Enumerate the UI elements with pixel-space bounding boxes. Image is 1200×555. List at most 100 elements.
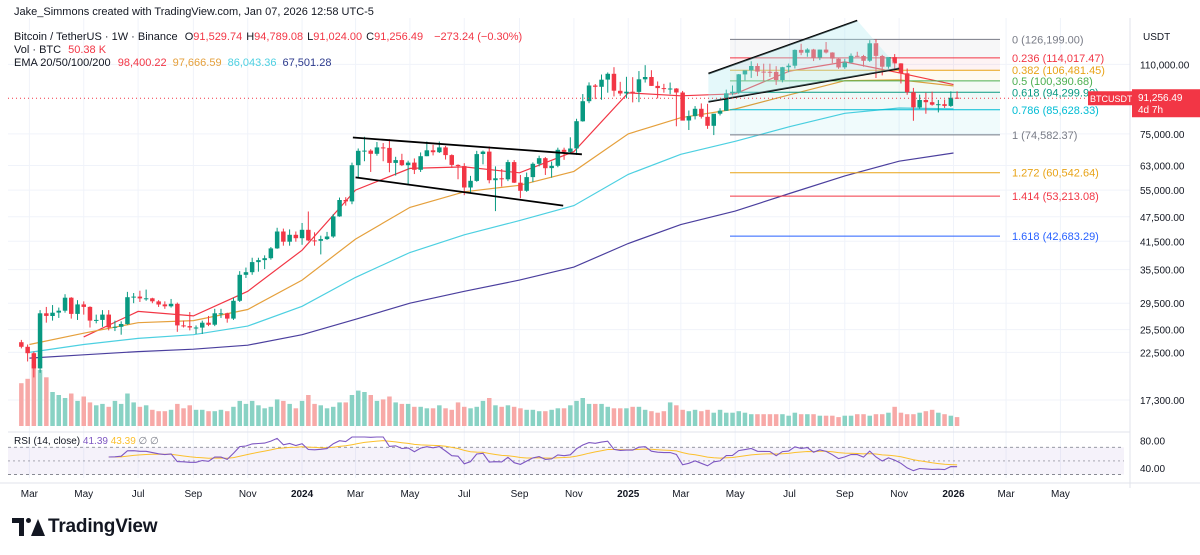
fib-level-label: 0.786 (85,628.33): [1012, 105, 1099, 117]
candle-body: [929, 102, 935, 105]
candle: [755, 63, 760, 77]
fib-level-label: 1.618 (42,683.29): [1012, 231, 1099, 243]
candle: [917, 94, 922, 109]
candle-body: [480, 151, 486, 154]
candle-body: [555, 149, 561, 166]
tradingview-logo[interactable]: TradingView: [12, 516, 158, 538]
price-axis[interactable]: USDT 110,000.00 75,000.00 63,000.00 55,000.0…: [1129, 18, 1190, 488]
ohlc-l-value: 91,024.00: [313, 31, 363, 43]
candle-body: [767, 71, 773, 73]
candle: [274, 227, 280, 249]
candle: [543, 157, 548, 175]
volume-bar: [755, 414, 760, 426]
candle: [37, 310, 43, 373]
ema-value-3: 67,501.28: [282, 57, 332, 69]
candle: [168, 298, 174, 308]
candle-body: [131, 296, 136, 298]
candle: [299, 222, 305, 245]
candle: [69, 297, 74, 319]
candle: [568, 137, 573, 153]
price-tick-label: 47,500.00: [1140, 213, 1185, 224]
volume-bar: [125, 393, 130, 426]
rsi-legend-label[interactable]: RSI (14, close): [14, 436, 83, 447]
candles-layer[interactable]: [19, 39, 960, 378]
volume-bar: [543, 411, 548, 426]
volume-label[interactable]: Vol · BTC: [14, 44, 62, 56]
candle: [62, 294, 68, 313]
volume-bar: [437, 405, 442, 426]
candle-body: [836, 58, 841, 68]
volume-bar: [661, 411, 667, 426]
candle: [249, 257, 255, 275]
volume-bar: [287, 403, 292, 426]
candle-body: [898, 63, 904, 74]
candle: [331, 214, 336, 238]
candle: [898, 63, 904, 84]
volume-bar: [487, 398, 492, 426]
candle-body: [518, 182, 523, 191]
candle: [493, 166, 498, 212]
candle-body: [468, 180, 473, 188]
volume-bar: [368, 395, 373, 426]
candle: [518, 174, 523, 199]
candle-body: [237, 274, 242, 301]
candle: [911, 87, 916, 121]
candle: [306, 211, 311, 242]
candle: [343, 197, 348, 206]
fib-zone: [730, 70, 1000, 81]
price-tick-label: 63,000.00: [1140, 161, 1185, 172]
fib-zone: [730, 80, 1000, 93]
candle-body: [150, 298, 155, 302]
candle-body: [200, 322, 205, 328]
candle-body: [717, 110, 723, 114]
symbol-name[interactable]: Bitcoin / TetherUS · 1W · Binance: [14, 31, 178, 43]
volume-bar: [181, 408, 186, 426]
volume-bar: [798, 414, 804, 426]
trendline-layer[interactable]: [352, 19, 900, 207]
volume-bar: [474, 406, 479, 426]
candle-body: [536, 158, 542, 164]
candle-body: [380, 147, 386, 149]
price-tick-label: 29,500.00: [1140, 299, 1185, 310]
volume-bar: [362, 392, 367, 426]
candle-body: [306, 229, 311, 241]
volume-bar: [549, 409, 554, 426]
candle: [106, 310, 111, 331]
price-tick-label: 22,500.00: [1140, 348, 1185, 359]
candle: [430, 144, 436, 156]
current-price-symbol-tag: [1088, 91, 1132, 106]
candle: [474, 150, 479, 182]
volume-bar: [69, 393, 74, 426]
candle-body: [405, 162, 411, 166]
candle-body: [81, 304, 86, 307]
volume-bar: [293, 408, 299, 426]
candle-body: [593, 85, 598, 87]
volume-bar: [393, 402, 398, 426]
candle: [636, 71, 642, 103]
volume-bar: [680, 409, 685, 426]
candle-body: [724, 93, 729, 111]
chart-legend-header: Jake_Simmons created with TradingView.co…: [0, 0, 1200, 69]
volume-bar: [56, 395, 61, 426]
volume-bar: [193, 409, 199, 426]
volume-bar: [717, 409, 723, 426]
candle-body: [736, 74, 741, 93]
candle-body: [580, 101, 585, 122]
time-tick-label: Sep: [184, 489, 202, 500]
candle: [642, 65, 648, 83]
volume-bar: [37, 369, 43, 426]
ohlc-h-label: H: [246, 31, 255, 43]
author-line: Jake_Simmons created with TradingView.co…: [14, 6, 374, 18]
candle: [112, 320, 118, 332]
time-axis[interactable]: Mar May Jul Sep Nov 2024 Mar May Jul Sep Nov 2025 Ma…: [0, 482, 1200, 500]
volume-bar: [274, 399, 280, 426]
rsi-pane[interactable]: RSI (14, close) 41.39 43.39 ∅ ∅ 80.00 40.0…: [8, 431, 1165, 475]
candle-body: [692, 108, 698, 117]
ohlc-values: O91,529.74 H94,789.08 L91,024.00 C91,256.49: [185, 31, 427, 43]
candle-body: [19, 342, 24, 347]
candle-body: [287, 234, 292, 242]
candle-body: [867, 43, 872, 61]
volume-bar: [143, 405, 149, 426]
ema-label[interactable]: EMA 20/50/100/200: [14, 57, 111, 69]
